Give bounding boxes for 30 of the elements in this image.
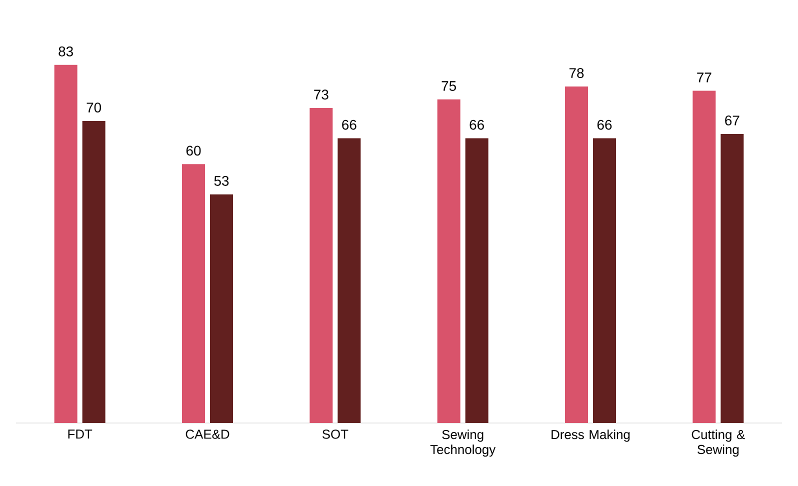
x-tick-label: Dress Making — [552, 430, 630, 442]
bar — [54, 64, 78, 423]
data-label: 67 — [725, 116, 740, 126]
bar — [720, 134, 744, 423]
bar — [310, 108, 333, 423]
bar — [692, 90, 716, 423]
x-tick-label: CAE&D — [186, 430, 230, 439]
data-label: 66 — [470, 120, 484, 130]
bar — [210, 194, 233, 423]
bar — [593, 138, 616, 423]
x-tick-label: SOT — [322, 430, 348, 439]
data-label: 78 — [569, 68, 584, 78]
data-label: 53 — [214, 176, 229, 186]
bar — [437, 99, 460, 423]
bar — [338, 138, 361, 423]
data-label: 70 — [86, 102, 102, 112]
data-label: 60 — [186, 146, 201, 156]
bar — [182, 164, 205, 423]
data-label: 66 — [597, 120, 612, 130]
x-tick-label: FDT — [68, 430, 92, 439]
data-label: 77 — [697, 72, 712, 82]
data-label: 73 — [314, 90, 328, 100]
data-label: 75 — [442, 81, 456, 91]
bar — [82, 120, 106, 423]
data-label: 66 — [342, 120, 356, 130]
bar — [565, 86, 588, 423]
bar — [465, 138, 488, 423]
data-label: 83 — [58, 46, 73, 56]
x-tick-label: Cutting & Sewing — [692, 430, 745, 457]
x-tick-label: Sewing Technology — [430, 430, 496, 457]
